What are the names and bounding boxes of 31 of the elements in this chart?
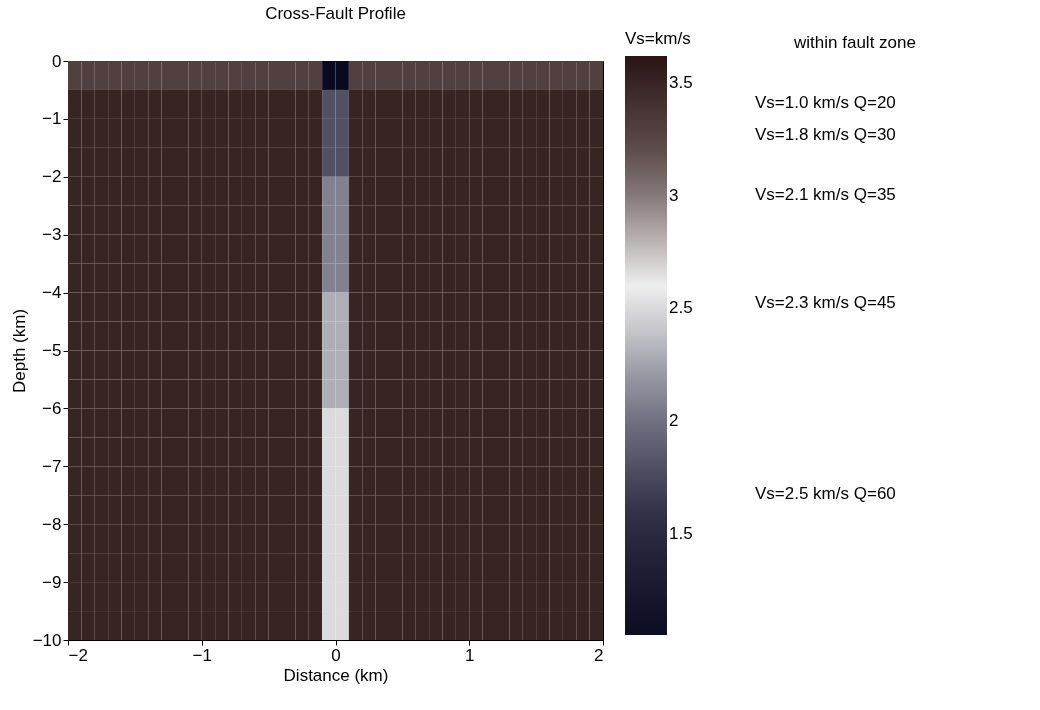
- text: within fault zone: [793, 33, 916, 52]
- y-tick-label: −7: [42, 456, 62, 476]
- y-tick-label: −9: [42, 572, 62, 592]
- x-tick-label: −1: [192, 645, 212, 665]
- y-tick-label: 0: [52, 51, 62, 71]
- color-bar-label: 2.5: [669, 298, 693, 318]
- y-tick-label: −3: [42, 225, 62, 245]
- x-tick-label: 0: [331, 645, 341, 665]
- y-tick-label: −4: [42, 283, 62, 303]
- text: Vs=1.0 km/s Q=20: [755, 93, 896, 112]
- x-axis-title: Distance (km): [283, 665, 389, 685]
- y-tick-label: −5: [42, 341, 62, 360]
- text: Vs=2.5 km/s Q=60: [755, 484, 896, 503]
- text: Vs=2.1 km/s Q=35: [755, 185, 896, 204]
- color-bar-label: 1.5: [669, 523, 693, 543]
- y-tick-label: −1: [42, 109, 62, 129]
- x-tick-label: 2: [594, 645, 604, 665]
- y-axis-title: Depth (km): [9, 308, 29, 394]
- y-tick-label: −8: [42, 514, 62, 534]
- color-bar-label: 2: [669, 410, 679, 430]
- color-bar-title: Vs=km/s: [625, 29, 691, 48]
- y-tick-label: −10: [32, 630, 62, 650]
- x-tick-label: 1: [465, 645, 475, 665]
- text: Vs=1.8 km/s Q=30: [755, 125, 896, 144]
- y-tick-label: −6: [42, 398, 62, 418]
- x-tick-label: −2: [68, 645, 88, 665]
- y-tick-label: −2: [42, 167, 62, 187]
- chart-title: Cross-Fault Profile: [265, 4, 406, 23]
- color-bar-label: 3.5: [669, 73, 693, 93]
- text: Vs=2.3 km/s Q=45: [755, 293, 896, 312]
- color-bar-label: 3: [669, 185, 679, 205]
